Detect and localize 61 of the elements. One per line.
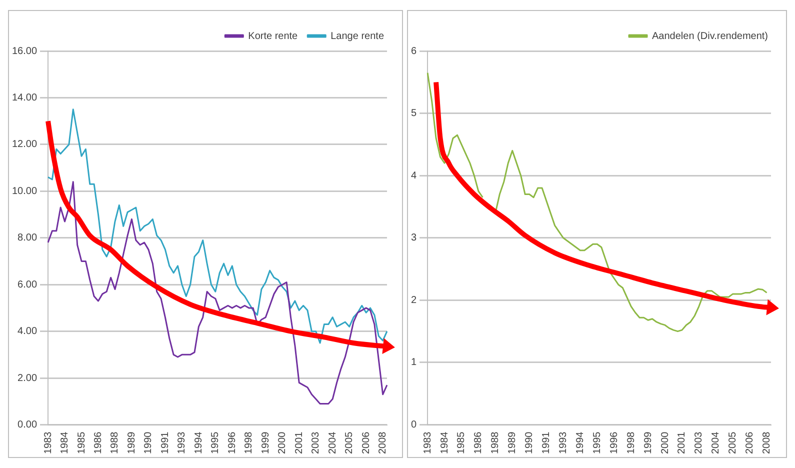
x-tick-label: 1999 — [260, 431, 272, 454]
x-tick-label: 1985 — [456, 431, 468, 454]
x-tick-label: 2003 — [310, 431, 322, 454]
y-tick-label: 16.00 — [12, 46, 38, 57]
y-tick-label: 2 — [411, 294, 417, 306]
x-tick-label: 2004 — [710, 431, 722, 454]
legend-label: Aandelen (Div.rendement) — [652, 30, 768, 42]
x-tick-label: 1990 — [143, 431, 154, 454]
legend-label: Korte rente — [248, 30, 298, 42]
x-tick-label: 2008 — [378, 431, 389, 454]
x-tick-label: 1986 — [473, 431, 484, 454]
x-tick-label: 1989 — [507, 431, 518, 454]
x-tick-label: 1984 — [439, 431, 450, 454]
x-tick-label: 1985 — [76, 431, 88, 454]
x-tick-label: 1993 — [176, 431, 188, 454]
x-tick-label: 1991 — [541, 431, 552, 454]
y-tick-label: 1 — [411, 357, 417, 368]
x-tick-label: 1995 — [592, 431, 603, 454]
y-tick-label: 14.00 — [12, 92, 38, 104]
y-tick-label: 12.00 — [12, 139, 38, 150]
x-tick-label: 2008 — [762, 431, 773, 454]
x-tick-label: 1994 — [193, 431, 204, 454]
x-tick-label: 2006 — [360, 431, 372, 454]
x-tick-label: 1990 — [524, 431, 536, 454]
y-tick-label: 6.00 — [18, 279, 38, 290]
x-tick-label: 1988 — [110, 431, 121, 454]
x-tick-label: 1989 — [126, 431, 138, 454]
x-tick-label: 2005 — [344, 431, 356, 454]
x-tick-label: 2004 — [327, 431, 338, 454]
x-tick-label: 1995 — [210, 431, 222, 454]
y-tick-label: 3 — [411, 232, 417, 244]
y-tick-label: 0 — [411, 420, 417, 431]
x-tick-label: 1998 — [244, 431, 255, 454]
x-tick-label: 2001 — [676, 431, 688, 454]
x-tick-label: 2006 — [744, 431, 756, 454]
y-tick-label: 4.00 — [18, 326, 38, 338]
x-tick-label: 2003 — [694, 431, 705, 454]
x-tick-label: 1994 — [574, 431, 586, 454]
x-tick-label: 1984 — [60, 431, 71, 454]
x-tick-label: 1988 — [490, 431, 502, 454]
y-tick-label: 2.00 — [18, 372, 38, 384]
x-tick-label: 1998 — [626, 431, 637, 454]
x-tick-label: 1996 — [608, 431, 620, 454]
x-tick-label: 2000 — [277, 431, 288, 454]
x-tick-label: 1983 — [42, 431, 54, 454]
x-tick-label: 1986 — [92, 431, 104, 454]
x-tick-label: 2001 — [294, 431, 305, 454]
x-tick-label: 1983 — [422, 431, 434, 454]
legend-label: Lange rente — [330, 30, 384, 42]
y-tick-label: 6 — [411, 46, 417, 57]
x-tick-label: 1991 — [160, 431, 171, 454]
y-tick-label: 8.00 — [18, 232, 38, 244]
y-tick-label: 5 — [411, 108, 417, 120]
y-tick-label: 10.00 — [12, 186, 38, 197]
x-tick-label: 2000 — [660, 431, 671, 454]
y-tick-label: 4 — [411, 170, 417, 182]
x-tick-label: 2005 — [728, 431, 739, 454]
y-tick-label: 0.00 — [18, 420, 38, 431]
x-tick-label: 1996 — [226, 431, 238, 454]
x-tick-label: 1999 — [642, 431, 654, 454]
x-tick-label: 1993 — [558, 431, 569, 454]
